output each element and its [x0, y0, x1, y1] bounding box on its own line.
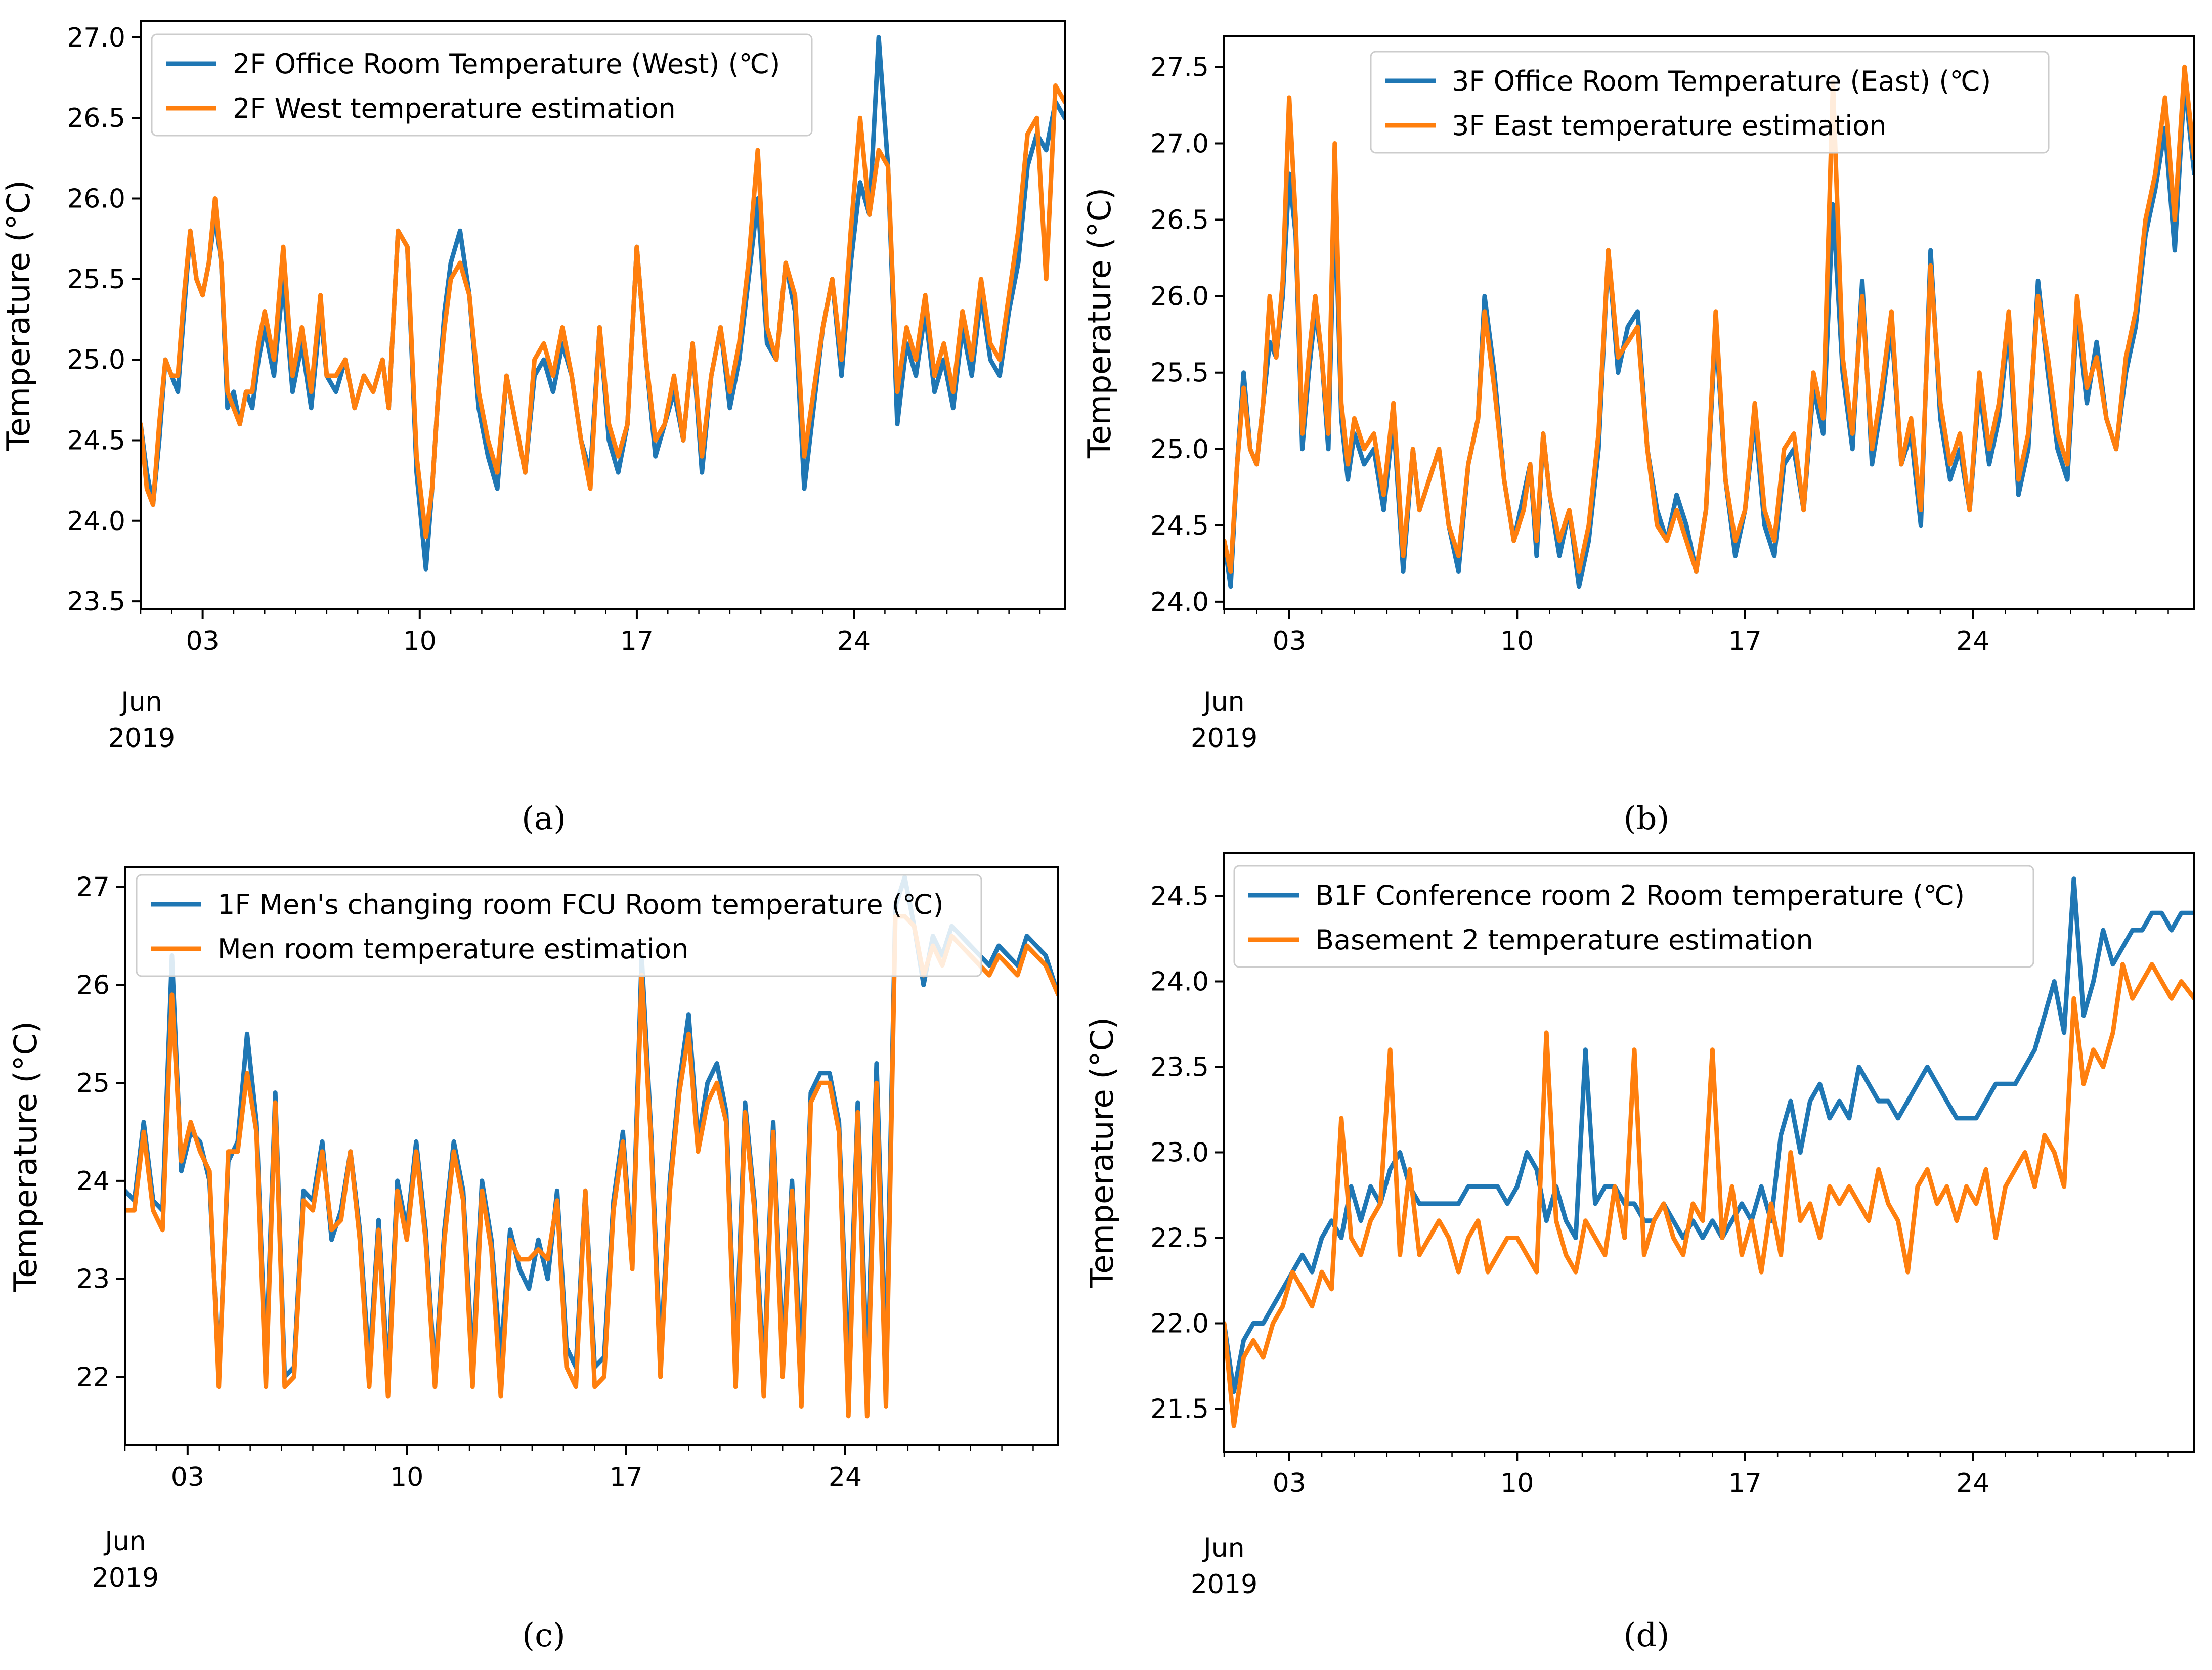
plot-frame — [140, 20, 1066, 610]
legend-entry: 1F Men's changing room FCU Room temperat… — [218, 889, 944, 920]
y-tick-label: 24.0 — [1150, 967, 1209, 997]
y-tick-label: 25.5 — [67, 265, 125, 295]
x-tick-label: 24 — [829, 1462, 862, 1492]
series-line-measured — [1224, 876, 2194, 1394]
legend: 3F Office Room Temperature (East) (℃) 3F … — [1370, 51, 2050, 154]
x-tick-label: 03 — [1273, 626, 1306, 656]
x-tick-label: 17 — [610, 1462, 643, 1492]
x-tick-label: 03 — [1273, 1468, 1306, 1499]
x-tick-label: 24 — [1956, 626, 1989, 656]
y-tick-label: 22 — [76, 1362, 110, 1392]
legend: 2F Office Room Temperature (West) (℃) 2F … — [151, 33, 813, 137]
y-tick-label: 24.0 — [67, 506, 125, 537]
y-tick-label: 21.5 — [1150, 1394, 1209, 1425]
x-year-label: 2019 — [1191, 723, 1257, 754]
panel-label: (d) — [1624, 1617, 1670, 1654]
y-tick-label: 22.5 — [1150, 1223, 1209, 1254]
y-tick-label: 26.5 — [67, 103, 125, 134]
y-tick-label: 27.5 — [1150, 52, 1209, 82]
y-tick-label: 26 — [76, 970, 110, 1000]
x-month-label: Jun — [103, 1526, 146, 1557]
x-tick-label: 10 — [1500, 1468, 1534, 1499]
y-tick-label: 25.0 — [67, 345, 125, 375]
y-tick-label: 27 — [76, 872, 110, 903]
legend-box — [1233, 865, 2034, 968]
legend-box — [151, 33, 813, 137]
y-tick-label: 24 — [76, 1166, 110, 1197]
y-tick-label: 27.0 — [67, 23, 125, 53]
chart-panel-d: 21.5 22.0 22.5 23.0 23.5 24.0 24.5 03 10 17 24 Jun 2… — [1083, 852, 2195, 1654]
x-month-label: Jun — [1202, 687, 1244, 717]
chart-panel-c: 22 23 24 25 26 27 03 10 17 24 Jun 2019 Temperature (… — [7, 866, 1059, 1654]
x-tick-label: 03 — [171, 1462, 204, 1492]
legend-entry: B1F Conference room 2 Room temperature (… — [1315, 880, 1965, 911]
legend-box — [1370, 51, 2050, 154]
legend-entry: 3F East temperature estimation — [1452, 110, 1887, 142]
y-tick-label: 25.0 — [1150, 434, 1209, 465]
y-tick-label: 25 — [76, 1068, 110, 1098]
chart-panel-b: 24.0 24.5 25.0 25.5 26.0 26.5 27.0 27.5 03 10 17 24… — [1081, 35, 2195, 838]
y-tick-label: 25.5 — [1150, 358, 1209, 388]
y-tick-label: 23.0 — [1150, 1138, 1209, 1168]
legend-box — [136, 874, 982, 977]
x-tick-label: 10 — [390, 1462, 423, 1492]
panel-label: (c) — [522, 1617, 566, 1654]
legend: B1F Conference room 2 Room temperature (… — [1233, 865, 2034, 968]
x-year-label: 2019 — [92, 1563, 159, 1593]
x-tick-label: 17 — [620, 626, 654, 656]
y-tick-label: 24.5 — [67, 425, 125, 456]
plot-frame — [1223, 35, 2195, 610]
x-tick-label: 17 — [1728, 1468, 1762, 1499]
y-axis-label: Temperature (°C) — [7, 1021, 44, 1292]
y-axis-label: Temperature (°C) — [1081, 188, 1118, 459]
y-tick-label: 23.5 — [1150, 1052, 1209, 1083]
y-tick-label: 23.5 — [67, 587, 125, 617]
series-line-estimation — [141, 83, 1065, 540]
x-tick-label: 03 — [186, 626, 220, 656]
y-tick-label: 26.0 — [67, 184, 125, 214]
y-tick-label: 24.5 — [1150, 511, 1209, 541]
x-tick-label: 10 — [403, 626, 437, 656]
x-tick-label: 24 — [1956, 1468, 1989, 1499]
x-year-label: 2019 — [1191, 1569, 1257, 1600]
legend-entry: 2F Office Room Temperature (West) (℃) — [233, 48, 780, 80]
x-month-label: Jun — [119, 687, 162, 717]
y-tick-label: 24.0 — [1150, 587, 1209, 618]
y-axis-label: Temperature (°C) — [1083, 1017, 1120, 1288]
x-tick-label: 10 — [1500, 626, 1534, 656]
panel-label: (a) — [522, 800, 566, 838]
y-tick-label: 22.0 — [1150, 1309, 1209, 1339]
legend-entry: Basement 2 temperature estimation — [1315, 924, 1813, 956]
series-line-estimation — [1224, 64, 2194, 574]
chart-panel-a: 23.5 24.0 24.5 25.0 25.5 26.0 26.5 27.0 03 10 17 24… — [0, 20, 1066, 838]
x-tick-label: 24 — [837, 626, 871, 656]
panel-label: (b) — [1624, 800, 1670, 838]
legend-entry: 2F West temperature estimation — [233, 93, 676, 124]
legend: 1F Men's changing room FCU Room temperat… — [136, 874, 982, 977]
series-line-measured — [141, 35, 1065, 572]
series-line-estimation — [1224, 962, 2194, 1428]
x-month-label: Jun — [1202, 1533, 1244, 1563]
y-tick-label: 24.5 — [1150, 882, 1209, 912]
legend-entry: Men room temperature estimation — [218, 933, 688, 965]
y-tick-label: 27.0 — [1150, 128, 1209, 159]
y-axis-label: Temperature (°C) — [0, 180, 37, 451]
y-tick-label: 26.0 — [1150, 282, 1209, 312]
x-tick-label: 17 — [1728, 626, 1762, 656]
y-tick-label: 26.5 — [1150, 205, 1209, 236]
legend-entry: 3F Office Room Temperature (East) (℃) — [1452, 65, 1991, 97]
plot-frame — [124, 866, 1059, 1446]
y-tick-label: 23 — [76, 1264, 110, 1295]
x-year-label: 2019 — [108, 723, 175, 754]
